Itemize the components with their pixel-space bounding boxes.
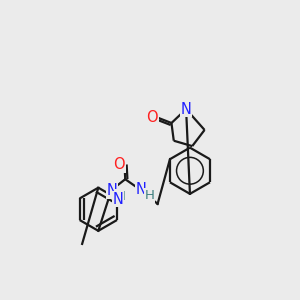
Text: O: O: [146, 110, 158, 125]
Text: H: H: [145, 189, 155, 202]
Text: N: N: [181, 102, 191, 117]
Text: H: H: [116, 190, 126, 203]
Text: N: N: [112, 192, 123, 207]
Text: O: O: [113, 157, 125, 172]
Text: N: N: [107, 183, 118, 198]
Text: N: N: [136, 182, 147, 197]
